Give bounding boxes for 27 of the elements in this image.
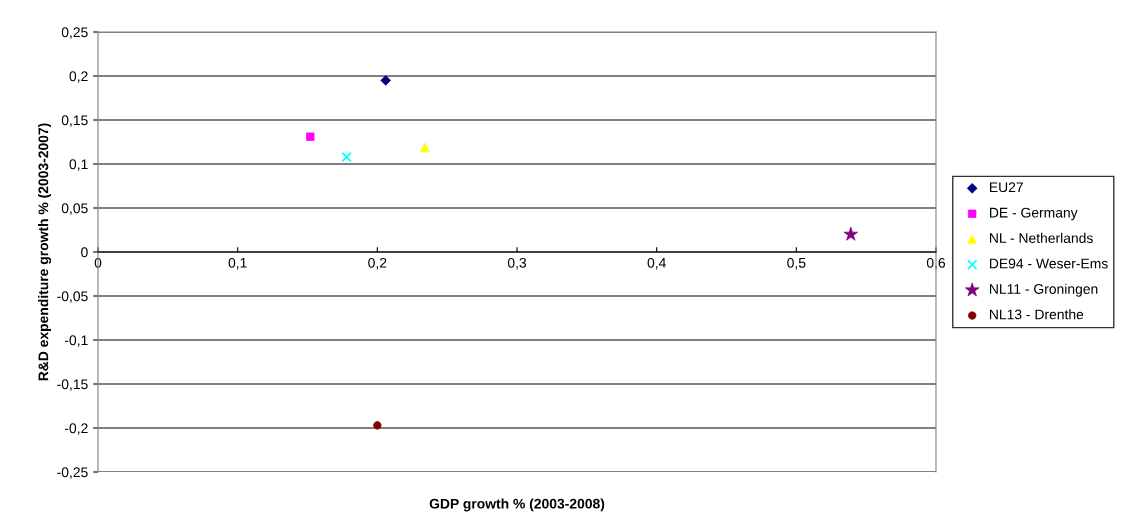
x-tick-label: 0,4: [647, 257, 666, 270]
y-tick-label: 0,15: [61, 115, 88, 127]
legend-label: EU27: [990, 182, 1023, 193]
y-tick-label: 0: [81, 247, 88, 258]
x-tick-label: 0,6: [926, 257, 946, 270]
y-tick-label: 0,05: [61, 203, 88, 215]
legend-label: DE94 - Weser-Ems: [990, 258, 1108, 269]
legend-label: NL11 - Groningen: [990, 283, 1098, 297]
y-tick-label: -0,2: [64, 423, 88, 435]
x-tick-label: 0: [94, 257, 102, 268]
y-tick-label: -0,15: [57, 379, 88, 391]
point: [341, 151, 352, 163]
x-axis-title: GDP growth % (2003-2008): [429, 498, 605, 512]
x-tick-label: 0,2: [368, 257, 387, 270]
y-tick-label: 0,25: [61, 27, 88, 39]
y-axis-title: R&D expenditure growth % (2003-2007): [38, 123, 52, 381]
x-tick-label: 0,5: [787, 257, 806, 270]
x-tick-label: 0,1: [228, 257, 247, 270]
legend-label: NL13 - Drenthe: [990, 309, 1084, 320]
x-tick-label: 0,3: [507, 257, 527, 270]
y-tick-label: 0,2: [69, 71, 88, 83]
legend-label: NL - Netherlands: [990, 232, 1093, 243]
y-tick-label: -0,05: [57, 291, 88, 303]
y-tick-label: -0,25: [57, 467, 88, 479]
y-tick-label: 0,1: [69, 159, 88, 171]
y-tick-label: -0,1: [64, 335, 88, 347]
legend-label: DE - Germany: [990, 207, 1078, 221]
